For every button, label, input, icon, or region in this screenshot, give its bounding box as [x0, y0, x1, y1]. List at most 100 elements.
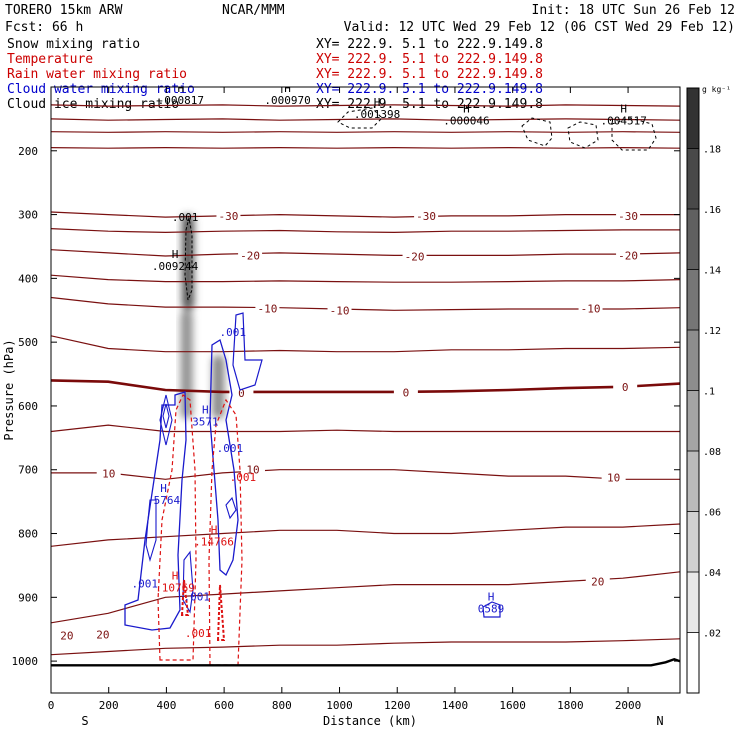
contour-label: 10	[607, 471, 620, 484]
y-axis-label: Pressure (hPa)	[2, 339, 16, 440]
model-title: TORERO 15km ARW	[5, 3, 123, 18]
cloud-water-contour	[209, 338, 239, 577]
max-value: .004517	[601, 115, 647, 128]
y-tick-label: 500	[18, 336, 38, 349]
x-tick-label: 1000	[326, 699, 353, 712]
contour-label: 0	[403, 387, 410, 400]
colorbar-bin	[687, 209, 699, 270]
ground-line	[51, 658, 680, 667]
colorbar-bin	[687, 269, 699, 331]
field-xy: XY= 222.9. 5.1 to 222.9.149.8	[316, 97, 543, 112]
center-title: NCAR/MMM	[222, 3, 285, 18]
x-tick-label: 1800	[557, 699, 584, 712]
cloud-ice-contour	[521, 117, 553, 147]
contour-label-bg	[601, 471, 626, 484]
colorbar-bin	[687, 451, 699, 512]
x-tick-label: 800	[272, 699, 292, 712]
max-marker: H	[202, 404, 209, 417]
temperature-contour	[51, 335, 680, 353]
colorbar-bin	[687, 511, 699, 573]
contour-label-bg	[613, 380, 638, 393]
temperature-contour	[51, 228, 680, 234]
contour-label-bg	[616, 209, 641, 222]
max-marker: H	[284, 82, 291, 95]
max-marker: H	[178, 82, 185, 95]
contour-value-label: .001	[220, 326, 247, 339]
temperature-contour	[51, 249, 680, 257]
temperature-contour	[51, 211, 680, 218]
x-tick-label: 0	[48, 699, 55, 712]
x-tick-label: 2000	[615, 699, 642, 712]
y-tick-label: 400	[18, 272, 38, 285]
snow-shading	[180, 214, 225, 419]
contour-value-label: .001	[172, 211, 199, 224]
rain-contour	[157, 394, 197, 661]
contour-label: 0	[238, 387, 245, 400]
contour-label-bg	[54, 629, 79, 642]
max-marker: H	[463, 103, 470, 116]
cloud-water-contour	[159, 394, 173, 446]
max-marker: H	[172, 569, 179, 582]
forecast-hour: Fcst: 66 h	[5, 20, 83, 35]
y-tick-label: 1000	[12, 655, 39, 668]
max-value: .14766	[194, 536, 234, 549]
contour-label: -30	[219, 210, 239, 223]
temperature-contour	[51, 424, 680, 433]
temperature-contour	[51, 274, 680, 283]
max-value: .000046	[443, 115, 489, 128]
contour-value-label: .001	[217, 442, 244, 455]
colorbar-tick-label: .08	[703, 447, 721, 458]
contour-label-bg	[414, 209, 439, 222]
contour-label-bg	[616, 249, 641, 262]
contour-label-bg	[216, 209, 241, 222]
south-label: S	[81, 714, 88, 728]
colorbar-tick-label: .04	[703, 568, 721, 579]
contour-label: -10	[257, 302, 277, 315]
cloud-ice-contour	[611, 117, 657, 151]
temperature-contour	[51, 571, 680, 624]
field-xy: XY= 222.9. 5.1 to 222.9.149.8	[316, 37, 543, 52]
colorbar-tick-label: .06	[703, 508, 721, 519]
temperature-contour	[51, 104, 680, 107]
contour-label: -20	[405, 251, 425, 264]
cloud-ice-contour	[184, 217, 193, 301]
snow-shading-group	[180, 214, 225, 419]
contour-label: 20	[60, 630, 73, 643]
y-tick-label: 200	[18, 145, 38, 158]
x-tick-label: 1600	[499, 699, 526, 712]
colorbar-tick-label: .18	[703, 145, 721, 156]
colorbar: .02 .04 .06 .08 .1 .12 .14 .16 .18 g kg⁻¹	[686, 85, 731, 694]
cloud-ice-contour	[337, 107, 383, 129]
ground-surface	[51, 658, 680, 667]
colorbar-tick-label: .14	[703, 266, 721, 277]
contour-label: -20	[240, 249, 260, 262]
contour-label: 10	[246, 464, 259, 477]
contour-label-bg	[393, 386, 418, 399]
y-tick-label: 600	[18, 400, 38, 413]
max-value: .001398	[354, 108, 400, 121]
colorbar-tick-label: .02	[703, 629, 721, 640]
colorbar-tick-label: .16	[703, 205, 721, 216]
field-legend: Snow mixing ratio XY= 222.9. 5.1 to 222.9…	[7, 37, 543, 112]
colorbar-bin	[687, 148, 699, 210]
colorbar-tick-label: .12	[703, 326, 721, 337]
colorbar-bin	[687, 88, 699, 149]
north-label: N	[656, 714, 663, 728]
max-marker: H	[374, 96, 381, 109]
temperature-contour	[51, 379, 680, 394]
field-xy: XY= 222.9. 5.1 to 222.9.149.8	[316, 82, 543, 97]
colorbar-bin	[687, 390, 699, 452]
temperature-contours: -30 -30 -30 -20 -20 -20 -10 -10 -10 0 0 0 10 10 10 20 20…	[51, 104, 680, 656]
snow-region	[180, 310, 193, 419]
cloud-water-contour	[182, 550, 194, 614]
contour-value-label: .001	[185, 627, 212, 640]
contour-label-bg	[255, 302, 280, 315]
field-name: Temperature	[7, 52, 93, 67]
colorbar-bin	[687, 330, 699, 391]
cloud-ice-contour	[567, 121, 599, 149]
contour-label: -20	[618, 249, 638, 262]
valid-time: Valid: 12 UTC Wed 29 Feb 12 (06 CST Wed …	[344, 20, 735, 35]
contour-label: -10	[330, 304, 350, 317]
y-tick-label: 900	[18, 591, 38, 604]
